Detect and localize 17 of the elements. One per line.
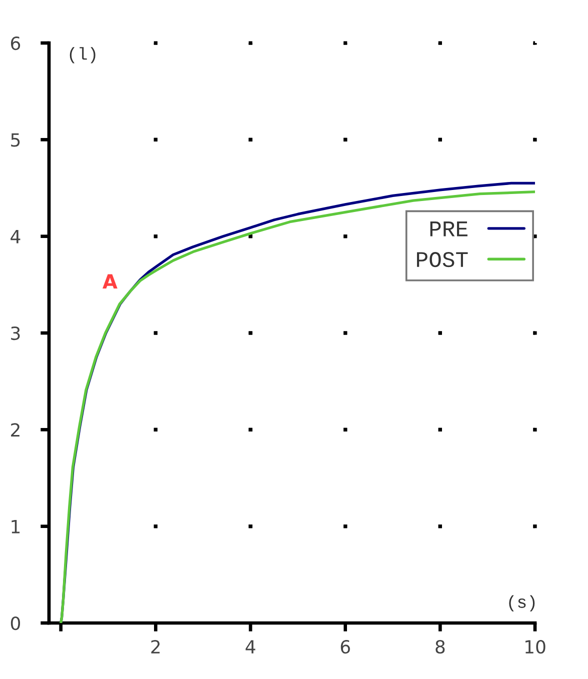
y-tick-label: 1 — [12, 520, 20, 534]
y-tick-label: 2 — [11, 423, 20, 437]
x-tick-label: 10 — [525, 640, 546, 654]
y-tick-label: 0 — [10, 616, 20, 630]
x-tick-label: 6 — [340, 640, 350, 654]
x-tick-label: 8 — [436, 640, 445, 654]
y-tick-label: 3 — [11, 326, 20, 340]
y-tick-label: 4 — [10, 230, 20, 244]
y-tick-label: 5 — [11, 133, 20, 147]
x-tick-label: 4 — [246, 640, 256, 654]
y-axis-title: (l) — [70, 47, 96, 64]
legend-label: POST — [417, 252, 468, 268]
annotation: A — [102, 274, 118, 288]
x-tick-label: 2 — [151, 640, 160, 654]
x-axis-title: (s) — [509, 595, 535, 612]
legend-label: PRE — [430, 222, 468, 236]
y-tick-label: 6 — [10, 36, 20, 50]
